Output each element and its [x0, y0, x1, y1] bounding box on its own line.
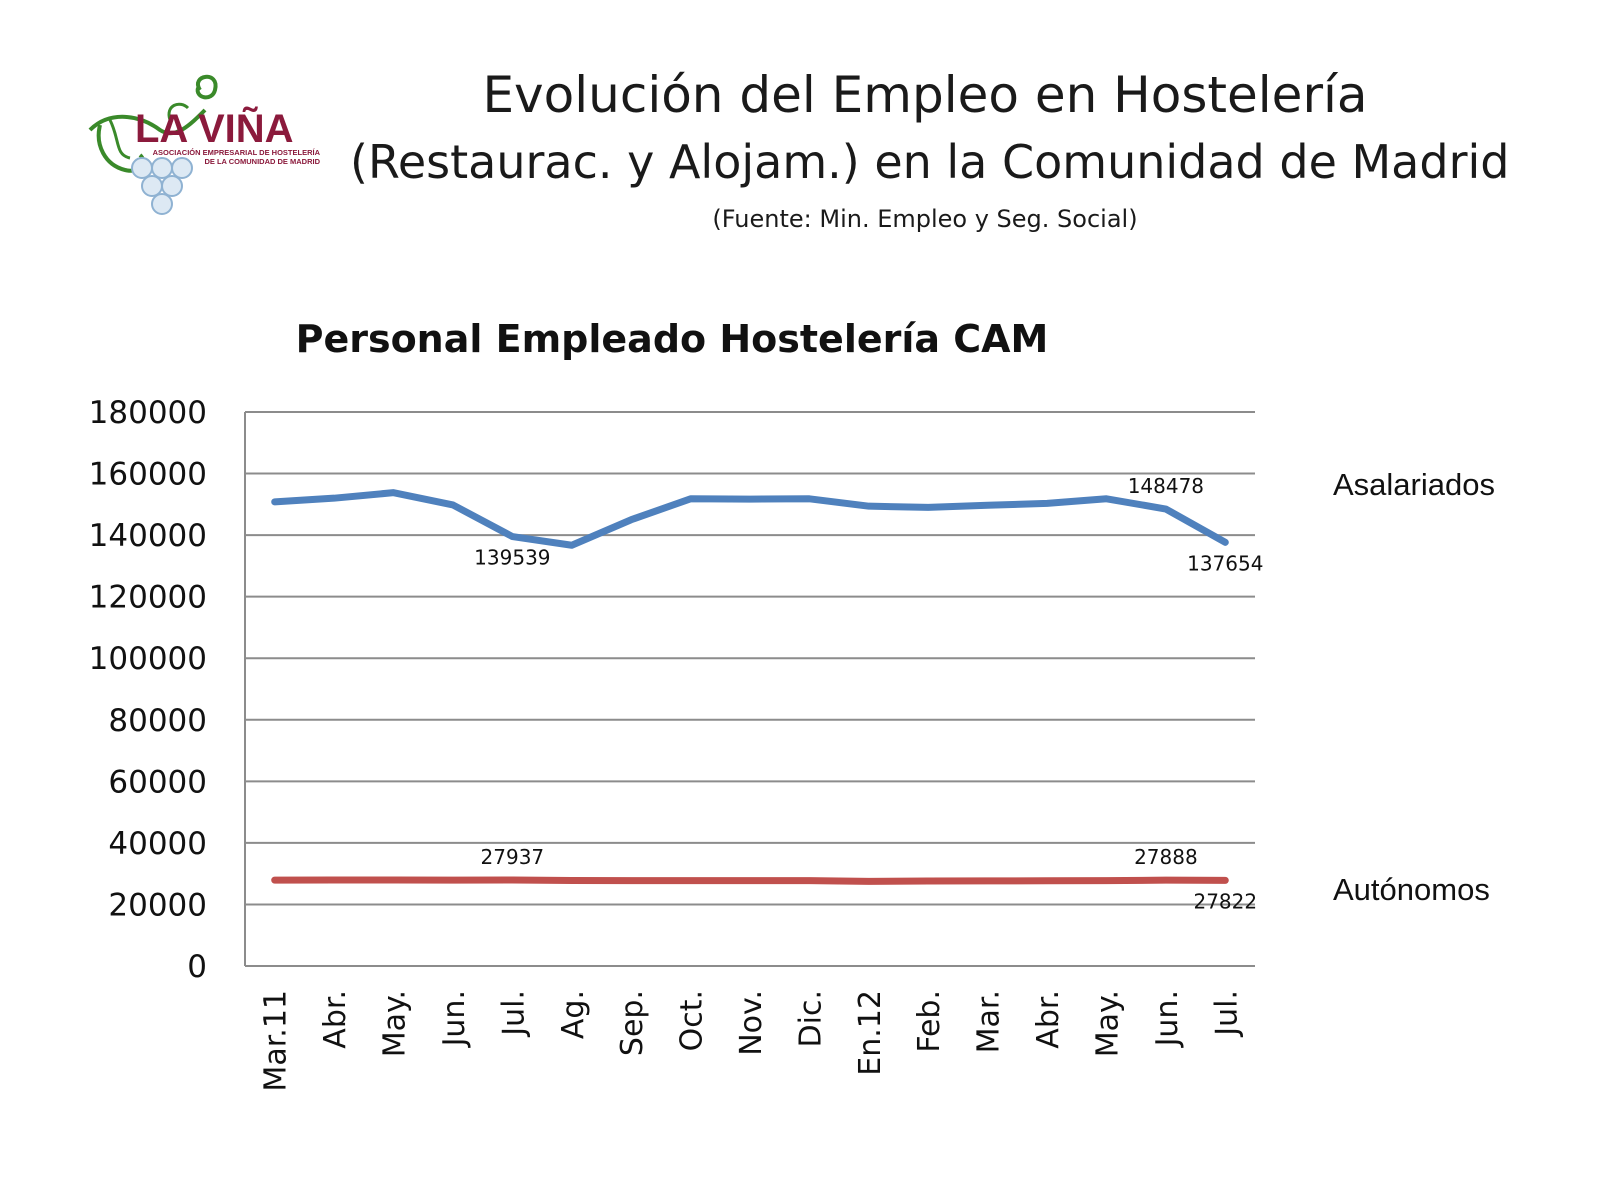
chart-title: Personal Empleado Hostelería CAM: [296, 317, 1049, 361]
x-tick-label: Abr.: [318, 990, 353, 1049]
y-tick-label: 160000: [89, 457, 207, 493]
y-tick-label: 140000: [89, 518, 207, 554]
x-tick-label: Jul.: [496, 990, 531, 1038]
la-vina-logo: LA VIÑA ASOCIACIÓN EMPRESARIAL DE HOSTEL…: [88, 74, 321, 215]
series-line-asalariados: [271, 489, 1229, 549]
data-label: 148478: [1128, 474, 1204, 498]
data-label: 137654: [1187, 551, 1263, 575]
series-lines: [271, 489, 1229, 885]
x-tick-label: Jun.: [1150, 990, 1185, 1048]
y-axis-ticks: 0 20000 40000 60000 80000 100000 120000 140000 1…: [89, 395, 207, 985]
x-tick-label: Ag.: [556, 990, 591, 1039]
y-tick-label: 100000: [89, 641, 207, 677]
series-name-asalariados: Asalariados: [1333, 467, 1495, 502]
x-tick-label: Dic.: [793, 990, 828, 1047]
x-tick-label: Mar.11: [259, 990, 294, 1092]
data-label: 139539: [474, 546, 550, 570]
data-label: 27888: [1134, 845, 1198, 869]
series-name-autonomos: Autónomos: [1333, 872, 1490, 907]
logo-tagline-1: ASOCIACIÓN EMPRESARIAL DE HOSTELERÍA: [153, 148, 321, 157]
x-tick-label: Mar.: [972, 990, 1007, 1053]
series-names: Asalariados Autónomos: [1333, 467, 1495, 907]
x-tick-label: Feb.: [912, 990, 947, 1053]
y-tick-label: 0: [187, 949, 207, 985]
page-subtitle: (Restaurac. y Alojam.) en la Comunidad d…: [350, 135, 1510, 189]
x-tick-label: Jun.: [437, 990, 472, 1048]
data-label: 27822: [1193, 889, 1257, 913]
x-tick-label: Nov.: [734, 990, 769, 1056]
x-tick-label: May.: [378, 990, 413, 1057]
y-tick-label: 20000: [108, 887, 207, 923]
x-tick-label: Oct.: [675, 990, 710, 1051]
data-labels: 139539 148478 137654 27937 27888 27822: [474, 474, 1263, 913]
axes: [244, 412, 1255, 967]
x-tick-label: Sep.: [615, 990, 650, 1056]
x-tick-label: May.: [1090, 990, 1125, 1057]
grid-lines: [245, 411, 1255, 906]
series-line-autonomos: [271, 876, 1229, 885]
y-tick-label: 180000: [89, 395, 207, 431]
y-tick-label: 120000: [89, 580, 207, 616]
x-axis-ticks: Mar.11 Abr. May. Jun. Jul. Ag. Sep. Oct. Nov. Dic…: [259, 990, 1245, 1092]
logo-name: LA VIÑA: [135, 105, 294, 151]
x-tick-label: En.12: [853, 990, 888, 1076]
y-tick-label: 80000: [108, 703, 207, 739]
x-tick-label: Jul.: [1209, 990, 1244, 1038]
data-source: (Fuente: Min. Empleo y Seg. Social): [712, 205, 1138, 233]
logo-tagline-2: DE LA COMUNIDAD DE MADRID: [204, 157, 320, 166]
x-tick-label: Abr.: [1031, 990, 1066, 1049]
y-tick-label: 60000: [108, 764, 207, 800]
y-tick-label: 40000: [108, 826, 207, 862]
data-label: 27937: [481, 845, 545, 869]
page-title: Evolución del Empleo en Hostelería: [482, 66, 1368, 124]
